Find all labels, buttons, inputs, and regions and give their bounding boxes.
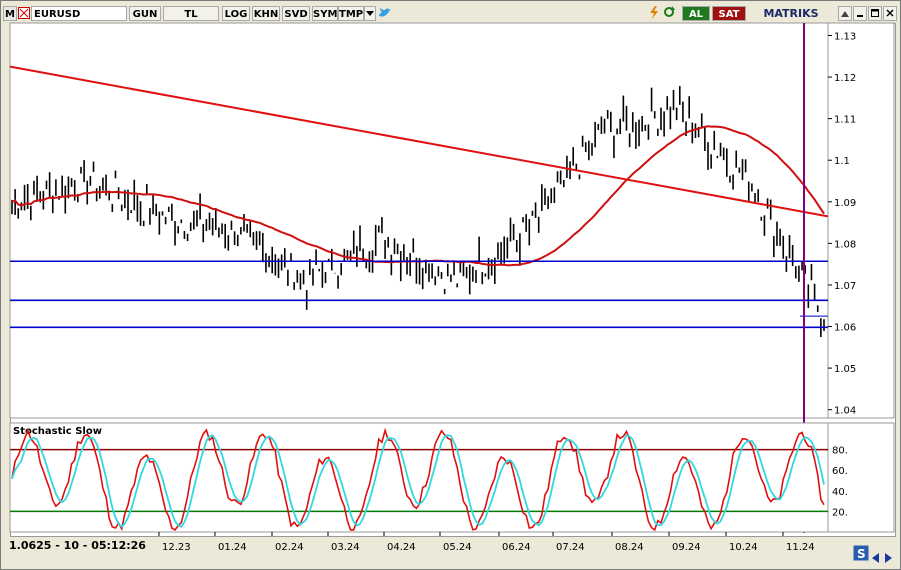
price-y-tick-label: 1.07 bbox=[834, 281, 856, 292]
x-tick-label: 08.24 bbox=[615, 542, 644, 553]
x-tick-label: 10.24 bbox=[729, 542, 758, 553]
symbol-field[interactable]: EURUSD bbox=[31, 6, 127, 21]
price-y-tick-label: 1.08 bbox=[834, 239, 856, 250]
buy-button[interactable]: AL bbox=[682, 6, 710, 21]
price-axis-panel bbox=[827, 22, 895, 419]
refresh-icon[interactable] bbox=[662, 6, 676, 21]
x-tick-label: 06.24 bbox=[502, 542, 531, 553]
price-y-tick-label: 1.06 bbox=[834, 323, 856, 334]
stochastic-panel bbox=[9, 422, 829, 533]
trend-line bbox=[9, 65, 829, 218]
cursor-readout: 1.0625 - 10 - 05:12:26 bbox=[9, 539, 146, 552]
stochastic-d-line bbox=[11, 434, 825, 528]
svd-button[interactable]: SVD bbox=[282, 6, 310, 21]
x-tick-label: 11.24 bbox=[786, 542, 815, 553]
scroll-right-icon[interactable] bbox=[883, 548, 893, 563]
menu-m-button[interactable]: M bbox=[3, 6, 17, 21]
expand-icon[interactable] bbox=[838, 6, 852, 21]
close-icon[interactable] bbox=[883, 6, 897, 21]
period-gun-button[interactable]: GUN bbox=[129, 6, 161, 21]
scroll-left-icon[interactable] bbox=[871, 548, 881, 563]
khn-button[interactable]: KHN bbox=[252, 6, 280, 21]
maximize-icon[interactable] bbox=[868, 6, 882, 21]
sell-button[interactable]: SAT bbox=[712, 6, 746, 21]
x-tick-label: 04.24 bbox=[387, 542, 416, 553]
svg-text:S: S bbox=[857, 547, 866, 561]
price-y-tick-label: 1.13 bbox=[834, 31, 856, 42]
status-bar bbox=[2, 537, 899, 567]
price-y-tick-label: 1.09 bbox=[834, 198, 856, 209]
dropdown-arrow-icon[interactable] bbox=[364, 6, 376, 21]
stochastic-y-tick-label: 40. bbox=[832, 487, 848, 498]
tmp-button[interactable]: TMP bbox=[338, 6, 364, 21]
stochastic-title: Stochastic Slow bbox=[13, 426, 102, 437]
stochastic-y-tick-label: 80. bbox=[832, 446, 848, 457]
twitter-bird-icon[interactable] bbox=[378, 6, 392, 21]
stochastic-axis-panel bbox=[827, 422, 895, 533]
minimize-icon[interactable] bbox=[853, 6, 867, 21]
x-tick-label: 07.24 bbox=[556, 542, 585, 553]
matriks-logo: MATRIKS bbox=[763, 7, 819, 20]
x-tick-label: 01.24 bbox=[218, 542, 247, 553]
sym-button[interactable]: SYM bbox=[312, 6, 338, 21]
x-tick-label: 12.23 bbox=[162, 542, 191, 553]
x-tick-label: 02.24 bbox=[275, 542, 304, 553]
price-y-tick-label: 1.05 bbox=[834, 364, 856, 375]
sync-icon[interactable]: S bbox=[853, 545, 869, 561]
x-tick-label: 09.24 bbox=[672, 542, 701, 553]
price-panel bbox=[9, 22, 829, 419]
stochastic-y-tick-label: 60. bbox=[832, 466, 848, 477]
x-tick-label: 03.24 bbox=[331, 542, 360, 553]
lightning-icon[interactable] bbox=[648, 6, 660, 21]
stochastic-k-line bbox=[11, 427, 825, 532]
price-y-tick-label: 1.04 bbox=[834, 406, 856, 417]
grid-icon[interactable] bbox=[18, 6, 30, 21]
price-y-tick-label: 1.1 bbox=[834, 156, 850, 167]
toolbar: M EURUSD GUN TL LOG KHN SVD SYM TMP AL S… bbox=[2, 3, 899, 23]
x-tick-label: 05.24 bbox=[443, 542, 472, 553]
log-button[interactable]: LOG bbox=[222, 6, 250, 21]
currency-tl-button[interactable]: TL bbox=[163, 6, 219, 21]
price-y-tick-label: 1.12 bbox=[834, 73, 856, 84]
price-y-tick-label: 1.11 bbox=[834, 115, 856, 126]
stochastic-y-tick-label: 20. bbox=[832, 507, 848, 518]
